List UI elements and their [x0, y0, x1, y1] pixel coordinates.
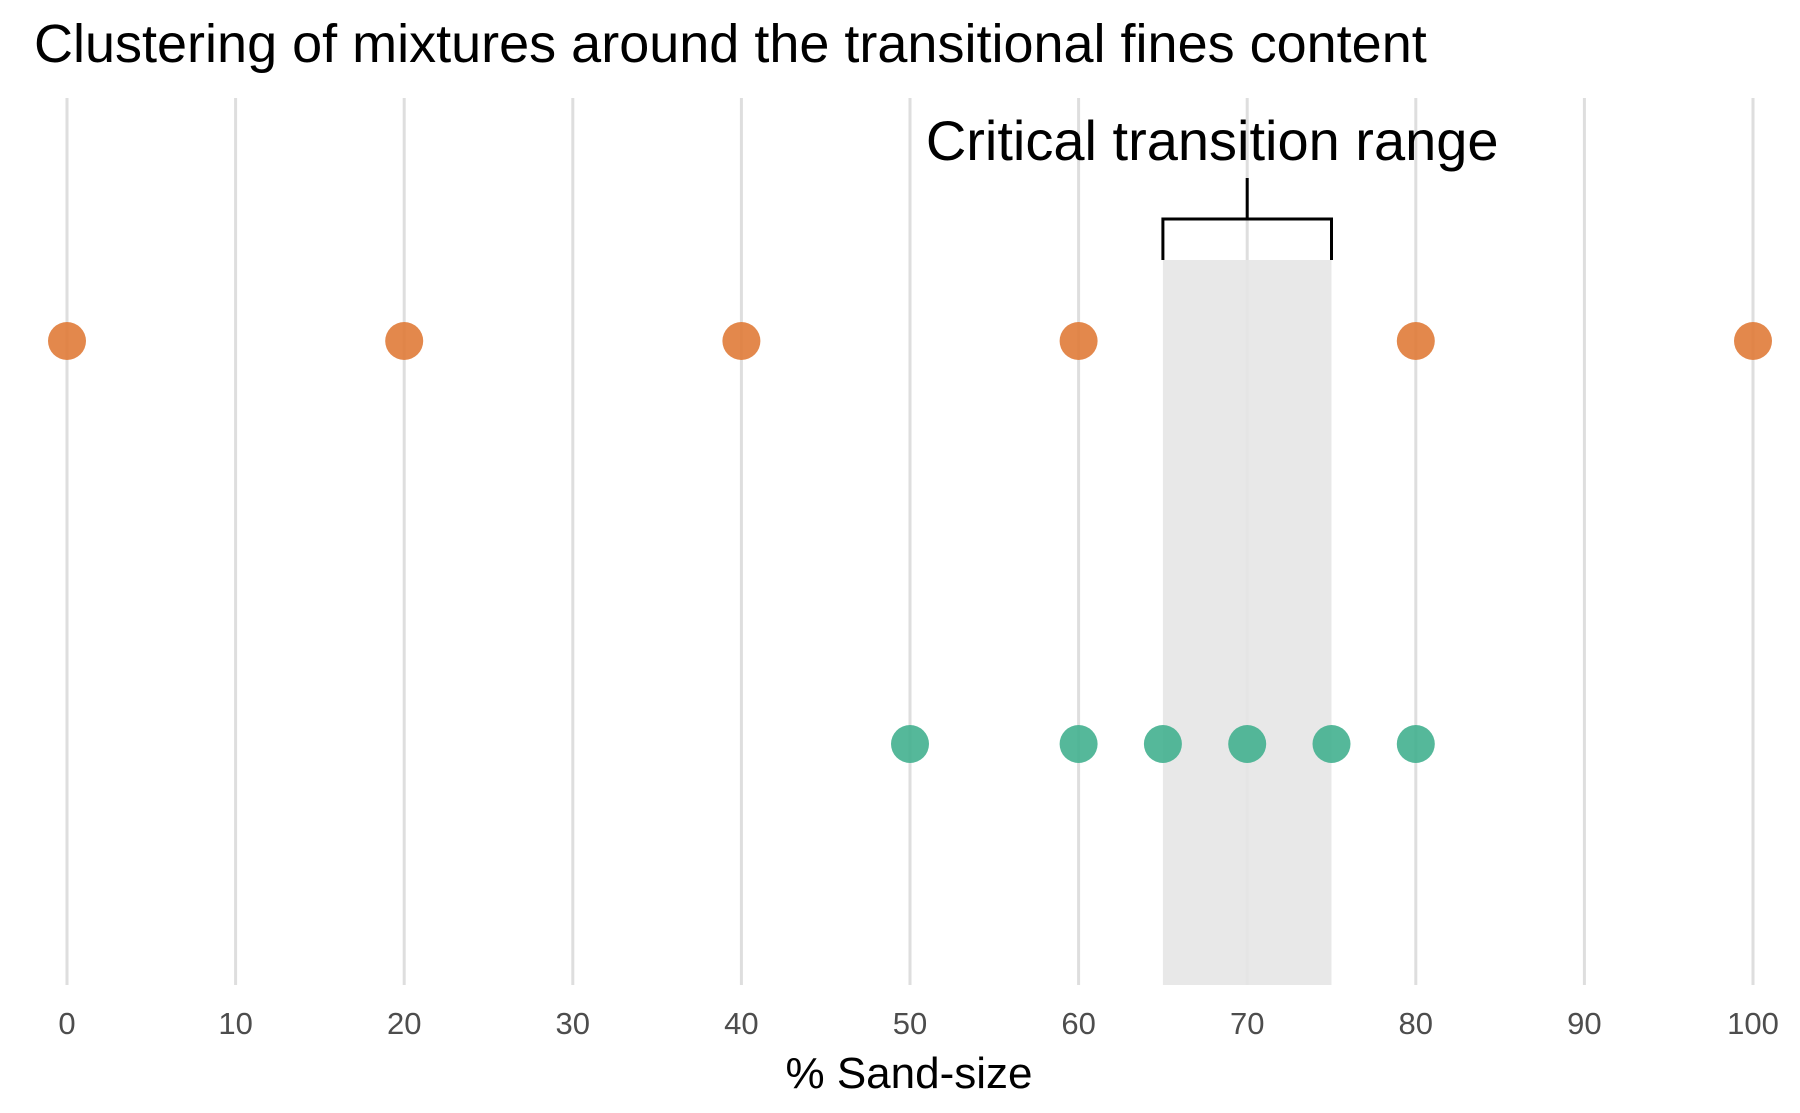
x-tick-label-40: 40 — [724, 1006, 758, 1041]
x-tick-label-90: 90 — [1567, 1006, 1601, 1041]
x-tick-label-80: 80 — [1399, 1006, 1433, 1041]
x-tick-label-50: 50 — [893, 1006, 927, 1041]
data-points — [48, 322, 1772, 763]
x-tick-label-70: 70 — [1230, 1006, 1264, 1041]
x-tick-label-20: 20 — [387, 1006, 421, 1041]
point-series2-3 — [1228, 725, 1267, 763]
point-series1-0 — [48, 322, 86, 360]
point-series1-5 — [1734, 322, 1772, 360]
chart-title: Clustering of mixtures around the transi… — [34, 14, 1427, 74]
point-series2-0 — [891, 725, 929, 763]
x-tick-label-10: 10 — [218, 1006, 252, 1041]
critical-transition-band — [1162, 260, 1332, 985]
point-series2-5 — [1396, 725, 1435, 763]
x-tick-label-30: 30 — [556, 1006, 590, 1041]
annotation-label: Critical transition range — [926, 109, 1499, 172]
x-tick-label-100: 100 — [1727, 1006, 1779, 1041]
point-series2-2 — [1143, 725, 1182, 763]
x-tick-label-60: 60 — [1061, 1006, 1095, 1041]
point-series2-1 — [1059, 725, 1098, 763]
bracket-path — [1161, 178, 1333, 260]
x-axis-ticks: 0 10 20 30 40 50 60 70 80 90 100 — [58, 1006, 1778, 1041]
point-series2-4 — [1312, 725, 1351, 763]
x-tick-label-0: 0 — [58, 1006, 75, 1041]
point-series1-4 — [1396, 322, 1435, 360]
point-series1-3 — [1059, 322, 1098, 360]
point-series1-1 — [385, 322, 424, 360]
grid-lines — [65, 98, 1755, 985]
point-series1-2 — [722, 322, 761, 360]
x-axis-label: % Sand-size — [785, 1049, 1032, 1098]
range-bracket — [1161, 178, 1333, 260]
